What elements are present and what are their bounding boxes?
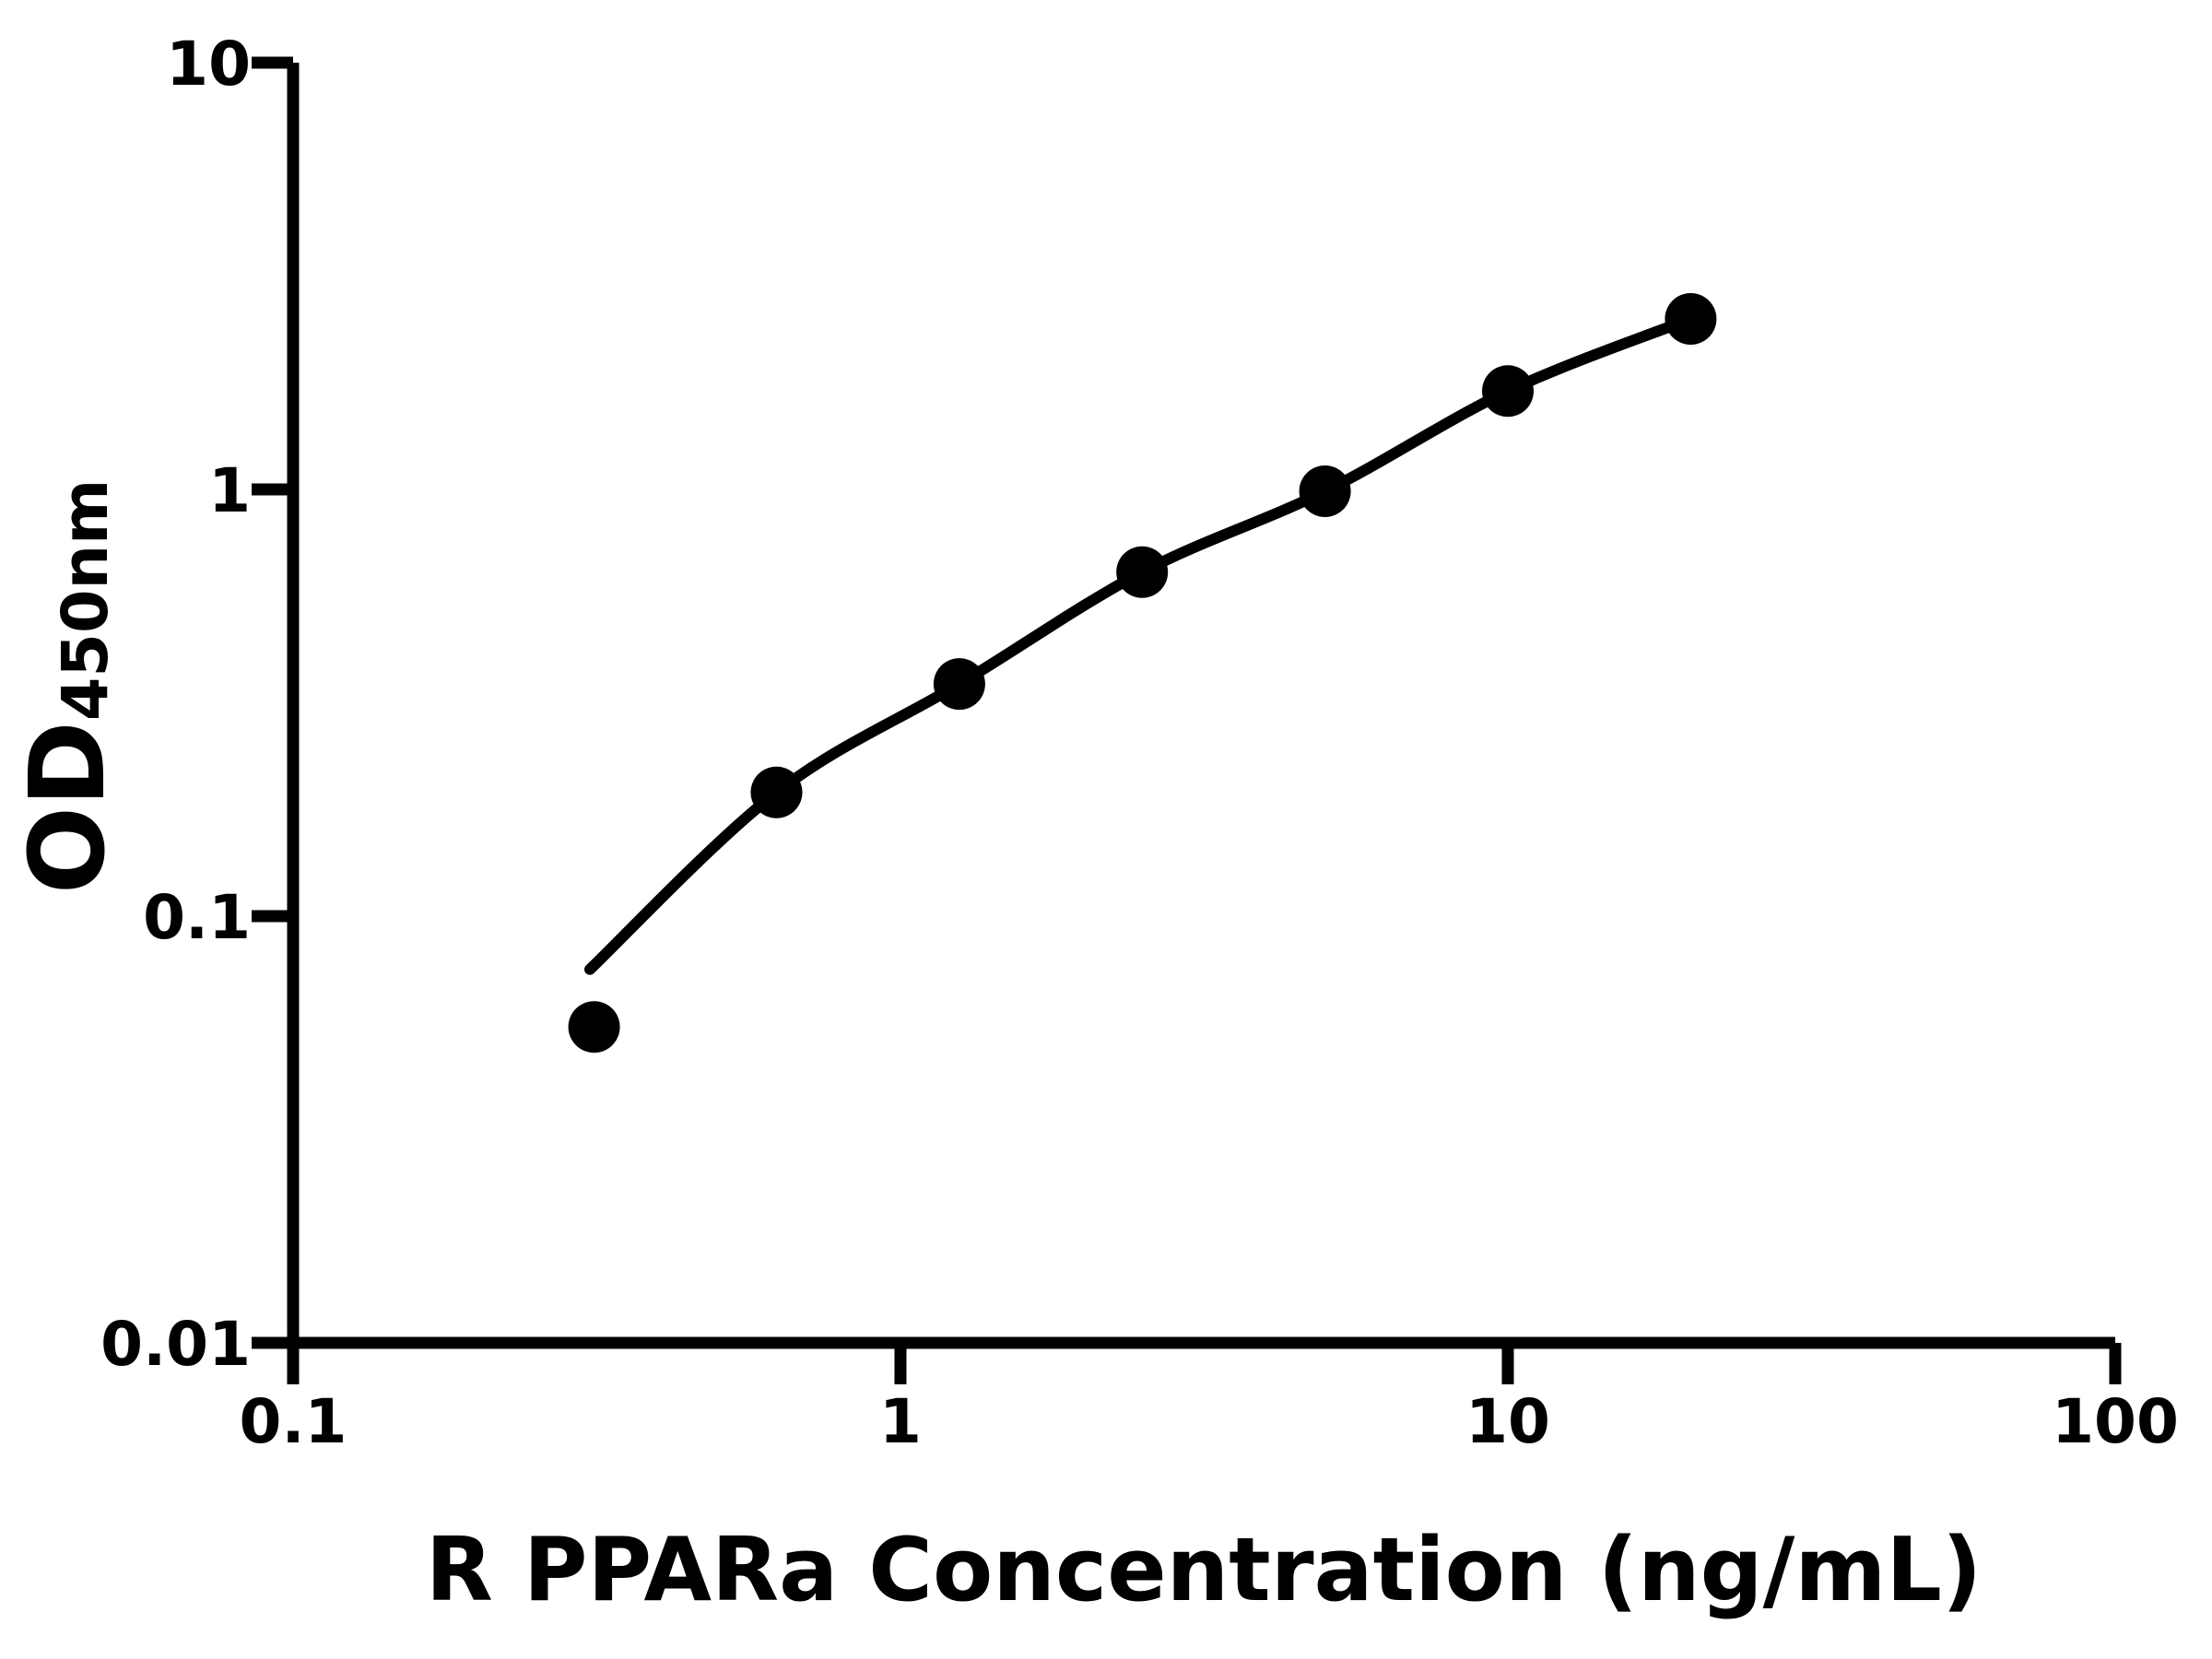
data-point: [1299, 465, 1351, 517]
axes-spines: [287, 63, 2115, 1349]
y-axis-title-main: OD: [8, 721, 128, 895]
x-tick-label: 100: [2052, 1386, 2179, 1457]
y-tick-label: 10: [166, 29, 251, 100]
y-axis-title-subscript: 450nm: [50, 478, 124, 722]
y-axis-title: OD450nm: [8, 478, 128, 895]
x-tick-label: 10: [1465, 1386, 1550, 1457]
y-tick-label: 0.01: [100, 1309, 251, 1380]
data-point: [933, 658, 985, 711]
data-point: [1665, 293, 1717, 345]
x-tick-label: 1: [879, 1386, 922, 1457]
y-tick-label: 1: [208, 455, 251, 526]
data-point: [750, 766, 803, 818]
data-point: [1482, 365, 1534, 418]
x-axis-title: R PPARa Concentration (ng/mL): [425, 1520, 1983, 1621]
fit-curve-line: [584, 313, 1697, 975]
y-tick-label: 0.1: [143, 882, 251, 953]
x-tick-label: 0.1: [240, 1386, 347, 1457]
data-point: [568, 1001, 620, 1053]
data-point: [1116, 546, 1169, 598]
